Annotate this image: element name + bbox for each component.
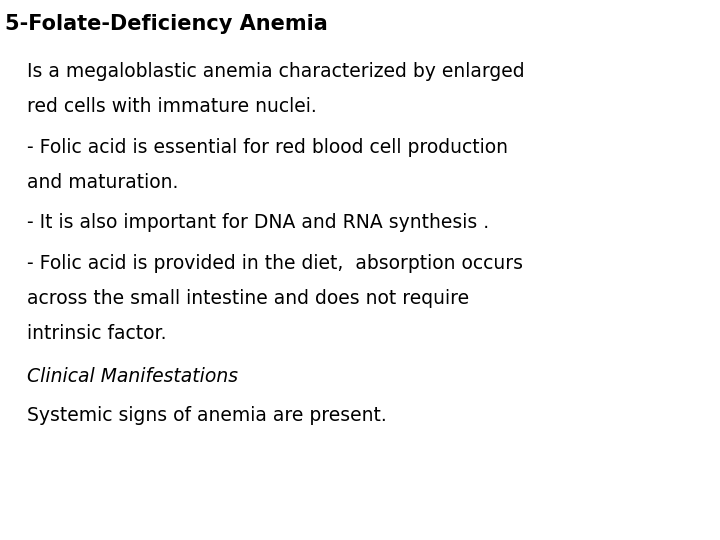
Text: and maturation.: and maturation. [27, 173, 179, 192]
Text: Systemic signs of anemia are present.: Systemic signs of anemia are present. [27, 406, 387, 425]
Text: - Folic acid is essential for red blood cell production: - Folic acid is essential for red blood … [27, 138, 508, 157]
Text: across the small intestine and does not require: across the small intestine and does not … [27, 289, 469, 308]
Text: intrinsic factor.: intrinsic factor. [27, 324, 167, 343]
Text: - Folic acid is provided in the diet,  absorption occurs: - Folic acid is provided in the diet, ab… [27, 254, 523, 273]
Text: Is a megaloblastic anemia characterized by enlarged: Is a megaloblastic anemia characterized … [27, 62, 525, 81]
Text: red cells with immature nuclei.: red cells with immature nuclei. [27, 97, 317, 116]
Text: - It is also important for DNA and RNA synthesis .: - It is also important for DNA and RNA s… [27, 213, 490, 232]
Text: Clinical Manifestations: Clinical Manifestations [27, 367, 238, 386]
Text: 5-Folate-Deficiency Anemia: 5-Folate-Deficiency Anemia [5, 14, 328, 33]
